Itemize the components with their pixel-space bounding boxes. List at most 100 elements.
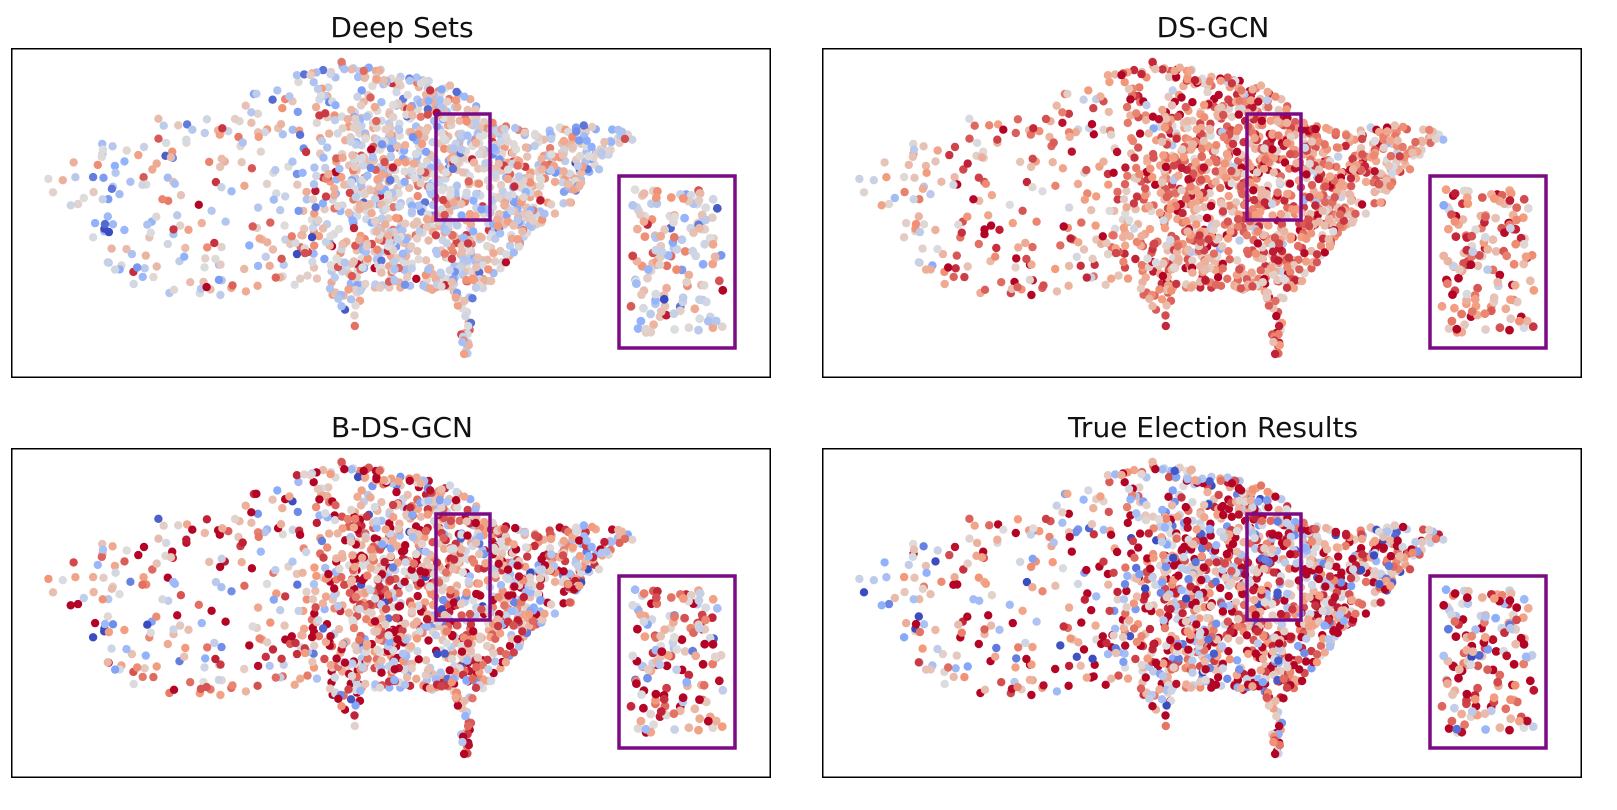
county-point bbox=[509, 198, 519, 207]
county-point bbox=[97, 552, 107, 562]
inset-point bbox=[684, 670, 694, 680]
county-point bbox=[353, 472, 363, 482]
county-point bbox=[620, 534, 630, 544]
county-point bbox=[970, 121, 979, 130]
county-point bbox=[449, 155, 459, 164]
county-point bbox=[1160, 123, 1170, 132]
county-point bbox=[1146, 164, 1155, 173]
county-point bbox=[1209, 226, 1218, 235]
county-point bbox=[184, 625, 193, 634]
county-point bbox=[1212, 219, 1221, 228]
county-point bbox=[237, 558, 246, 567]
county-point bbox=[154, 514, 163, 523]
inset-point bbox=[649, 720, 658, 730]
county-point bbox=[290, 680, 299, 689]
county-point bbox=[1018, 206, 1027, 215]
county-point bbox=[146, 228, 155, 237]
county-point bbox=[1311, 124, 1320, 134]
county-point bbox=[299, 224, 309, 233]
scatter-plot bbox=[822, 48, 1582, 378]
county-point bbox=[350, 721, 359, 731]
county-point bbox=[457, 247, 467, 256]
county-point bbox=[372, 227, 381, 236]
county-point bbox=[509, 540, 518, 549]
county-point bbox=[407, 664, 416, 673]
county-point bbox=[1268, 211, 1277, 220]
county-point bbox=[1264, 103, 1273, 112]
inset-point bbox=[640, 632, 650, 641]
county-point bbox=[466, 220, 476, 229]
county-point bbox=[1151, 180, 1160, 189]
county-point bbox=[262, 579, 272, 589]
inset-point bbox=[1443, 279, 1452, 288]
county-point bbox=[531, 531, 540, 540]
county-point bbox=[311, 502, 321, 512]
inset-point bbox=[1491, 213, 1500, 223]
county-point bbox=[493, 215, 502, 224]
county-point bbox=[484, 265, 493, 274]
county-point bbox=[285, 492, 294, 501]
inset-point bbox=[657, 647, 667, 656]
county-point bbox=[66, 201, 75, 210]
inset-point bbox=[641, 324, 651, 334]
county-point bbox=[1339, 216, 1348, 225]
inset-point bbox=[669, 632, 679, 642]
county-point bbox=[401, 158, 410, 167]
county-point bbox=[384, 231, 393, 240]
county-point bbox=[366, 186, 375, 195]
county-point bbox=[464, 177, 473, 186]
county-point bbox=[340, 658, 350, 667]
county-point bbox=[355, 604, 364, 614]
inset-point bbox=[1522, 316, 1532, 326]
county-point bbox=[383, 590, 393, 599]
county-point bbox=[421, 256, 431, 265]
county-point bbox=[330, 591, 339, 600]
county-point bbox=[1279, 294, 1288, 303]
inset-point bbox=[1468, 247, 1478, 256]
county-point bbox=[1005, 600, 1014, 609]
inset-point bbox=[639, 703, 648, 713]
county-point bbox=[1244, 249, 1253, 259]
county-point bbox=[460, 696, 469, 706]
county-point bbox=[435, 496, 445, 505]
county-point bbox=[298, 568, 307, 577]
inset-point bbox=[1514, 316, 1524, 326]
county-point bbox=[1248, 282, 1257, 291]
county-point bbox=[406, 242, 416, 251]
county-point bbox=[367, 545, 376, 554]
county-point bbox=[952, 251, 961, 260]
county-point bbox=[471, 138, 481, 148]
county-point bbox=[963, 159, 972, 168]
county-point bbox=[221, 617, 230, 626]
county-point bbox=[90, 218, 100, 228]
inset-point bbox=[670, 325, 679, 334]
county-point bbox=[280, 221, 289, 230]
county-point bbox=[449, 555, 459, 564]
county-point bbox=[443, 497, 452, 506]
county-point bbox=[1039, 281, 1048, 290]
inset-point bbox=[695, 314, 705, 324]
county-point bbox=[514, 572, 524, 581]
county-point bbox=[103, 212, 113, 221]
inset-point bbox=[1506, 314, 1516, 324]
county-point bbox=[1028, 242, 1037, 252]
county-point bbox=[1129, 199, 1139, 208]
county-point bbox=[97, 152, 107, 162]
inset-point bbox=[659, 694, 669, 704]
county-point bbox=[949, 272, 958, 282]
county-point bbox=[1098, 232, 1107, 241]
county-point bbox=[311, 186, 320, 196]
county-point bbox=[471, 118, 480, 128]
county-point bbox=[859, 188, 869, 197]
county-point bbox=[1166, 235, 1175, 245]
county-point bbox=[1254, 97, 1263, 106]
county-point bbox=[1028, 154, 1037, 163]
county-point bbox=[1325, 172, 1335, 181]
county-point bbox=[343, 515, 353, 524]
county-point bbox=[435, 96, 445, 105]
county-point bbox=[490, 657, 500, 666]
inset-point bbox=[1454, 273, 1463, 283]
inset-point bbox=[699, 280, 709, 290]
county-point bbox=[247, 108, 256, 117]
county-point bbox=[494, 559, 503, 568]
